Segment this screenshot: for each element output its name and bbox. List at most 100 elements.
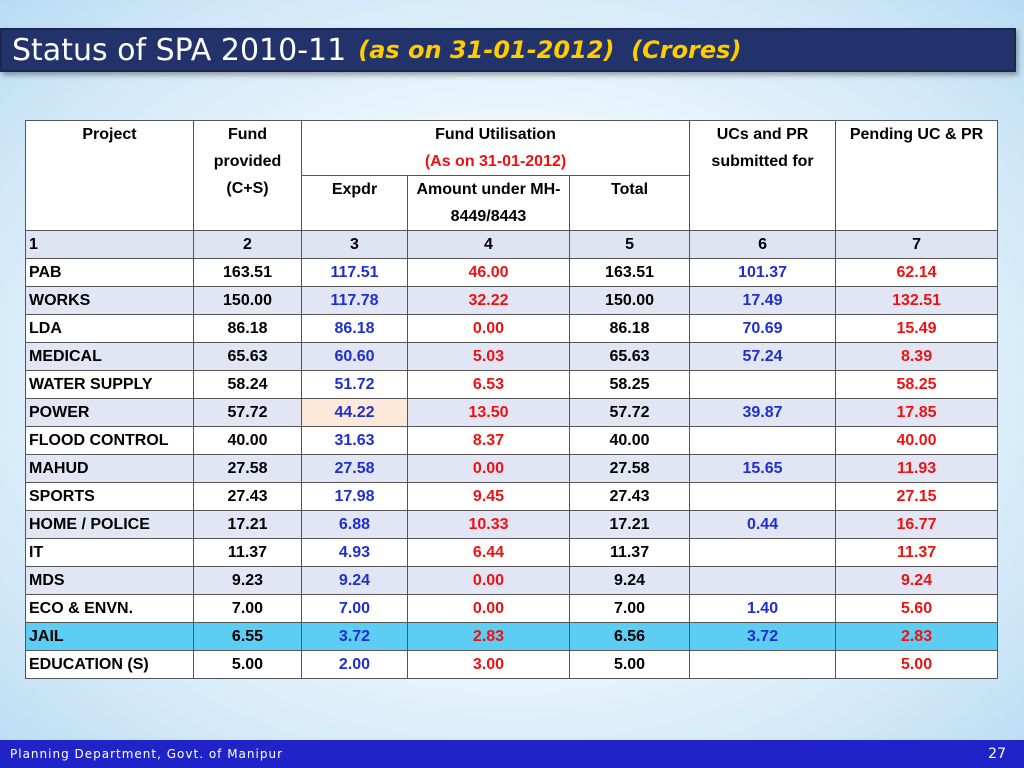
column-number: 1 (25, 230, 194, 259)
cell-total: 5.00 (568, 650, 691, 679)
cell-total: 58.25 (568, 370, 691, 399)
cell-amount-under: 5.03 (407, 342, 570, 371)
header-fund-utilisation-date: (As on 31-01-2012) (424, 153, 567, 170)
header-expdr: Expdr (301, 175, 408, 231)
cell-ucs-pr: 39.87 (689, 398, 837, 427)
cell-fund-provided: 58.24 (193, 370, 302, 399)
cell-project: PAB (25, 258, 194, 287)
table-row: HOME / POLICE 17.21 6.88 10.33 17.21 0.4… (25, 510, 999, 539)
cell-ucs-pr: 15.65 (689, 454, 837, 483)
cell-pending: 132.51 (835, 286, 999, 315)
cell-fund-provided: 57.72 (193, 398, 302, 427)
header-total: Total (568, 175, 691, 231)
cell-pending: 5.60 (835, 594, 999, 623)
cell-expdr: 9.24 (301, 566, 408, 595)
cell-expdr: 51.72 (301, 370, 408, 399)
cell-total: 86.18 (568, 314, 691, 343)
cell-pending: 8.39 (835, 342, 999, 371)
cell-fund-provided: 27.43 (193, 482, 302, 511)
cell-total: 27.58 (568, 454, 691, 483)
cell-pending: 9.24 (835, 566, 999, 595)
cell-project: IT (25, 538, 194, 567)
cell-ucs-pr (689, 426, 837, 455)
cell-project: POWER (25, 398, 194, 427)
header-project: Project (25, 120, 194, 231)
cell-pending: 11.93 (835, 454, 999, 483)
cell-ucs-pr (689, 538, 837, 567)
cell-ucs-pr: 3.72 (689, 622, 837, 651)
cell-fund-provided: 40.00 (193, 426, 302, 455)
cell-amount-under: 0.00 (407, 454, 570, 483)
cell-ucs-pr (689, 370, 837, 399)
table-row: IT 11.37 4.93 6.44 11.37 11.37 (25, 538, 999, 567)
cell-project: FLOOD CONTROL (25, 426, 194, 455)
cell-pending: 2.83 (835, 622, 999, 651)
cell-amount-under: 2.83 (407, 622, 570, 651)
cell-amount-under: 3.00 (407, 650, 570, 679)
cell-project: MDS (25, 566, 194, 595)
header-fund-utilisation-label: Fund Utilisation (435, 126, 556, 143)
cell-project: MAHUD (25, 454, 194, 483)
cell-project: HOME / POLICE (25, 510, 194, 539)
cell-expdr: 3.72 (301, 622, 408, 651)
cell-fund-provided: 17.21 (193, 510, 302, 539)
cell-expdr: 27.58 (301, 454, 408, 483)
cell-fund-provided: 86.18 (193, 314, 302, 343)
table-row: WATER SUPPLY 58.24 51.72 6.53 58.25 58.2… (25, 370, 999, 399)
cell-ucs-pr (689, 650, 837, 679)
cell-ucs-pr: 1.40 (689, 594, 837, 623)
column-number: 3 (301, 230, 408, 259)
cell-expdr: 60.60 (301, 342, 408, 371)
cell-ucs-pr: 0.44 (689, 510, 837, 539)
table-row-highlighted: JAIL 6.55 3.72 2.83 6.56 3.72 2.83 (25, 622, 999, 651)
cell-fund-provided: 6.55 (193, 622, 302, 651)
cell-pending: 5.00 (835, 650, 999, 679)
table-row: LDA 86.18 86.18 0.00 86.18 70.69 15.49 (25, 314, 999, 343)
cell-total: 6.56 (568, 622, 691, 651)
cell-pending: 11.37 (835, 538, 999, 567)
cell-expdr: 4.93 (301, 538, 408, 567)
cell-pending: 15.49 (835, 314, 999, 343)
cell-expdr-highlighted: 44.22 (301, 398, 408, 427)
cell-ucs-pr: 17.49 (689, 286, 837, 315)
cell-total: 27.43 (568, 482, 691, 511)
cell-amount-under: 6.44 (407, 538, 570, 567)
cell-expdr: 117.78 (301, 286, 408, 315)
cell-amount-under: 0.00 (407, 594, 570, 623)
cell-project: WATER SUPPLY (25, 370, 194, 399)
cell-amount-under: 0.00 (407, 566, 570, 595)
table-row: ECO & ENVN. 7.00 7.00 0.00 7.00 1.40 5.6… (25, 594, 999, 623)
cell-project: SPORTS (25, 482, 194, 511)
slide-footer: Planning Department, Govt. of Manipur 27 (0, 740, 1024, 768)
cell-project: LDA (25, 314, 194, 343)
slide-subtitle: (as on 31-01-2012) (Crores) (358, 36, 742, 64)
cell-fund-provided: 27.58 (193, 454, 302, 483)
cell-project: JAIL (25, 622, 194, 651)
cell-fund-provided: 65.63 (193, 342, 302, 371)
cell-amount-under: 0.00 (407, 314, 570, 343)
cell-project: ECO & ENVN. (25, 594, 194, 623)
cell-total: 9.24 (568, 566, 691, 595)
cell-project: MEDICAL (25, 342, 194, 371)
table-row: POWER 57.72 44.22 13.50 57.72 39.87 17.8… (25, 398, 999, 427)
header-pending: Pending UC & PR (835, 120, 999, 231)
cell-expdr: 6.88 (301, 510, 408, 539)
cell-fund-provided: 163.51 (193, 258, 302, 287)
column-number: 4 (407, 230, 570, 259)
slide-title-bar: Status of SPA 2010-11 (as on 31-01-2012)… (0, 28, 1016, 72)
cell-project: EDUCATION (S) (25, 650, 194, 679)
cell-total: 17.21 (568, 510, 691, 539)
table-row: EDUCATION (S) 5.00 2.00 3.00 5.00 5.00 (25, 650, 999, 679)
spa-status-table: Project Fund provided (C+S) Fund Utilisa… (25, 120, 999, 679)
header-fund-utilisation: Fund Utilisation (As on 31-01-2012) (300, 120, 691, 176)
cell-total: 7.00 (568, 594, 691, 623)
cell-amount-under: 8.37 (407, 426, 570, 455)
table-row: PAB 163.51 117.51 46.00 163.51 101.37 62… (25, 258, 999, 287)
cell-total: 40.00 (568, 426, 691, 455)
cell-amount-under: 6.53 (407, 370, 570, 399)
cell-expdr: 17.98 (301, 482, 408, 511)
header-amount-under: Amount under MH-8449/8443 (407, 175, 570, 231)
header-ucs-pr: UCs and PR submitted for (689, 120, 837, 231)
footer-department: Planning Department, Govt. of Manipur (10, 747, 284, 761)
cell-amount-under: 13.50 (407, 398, 570, 427)
